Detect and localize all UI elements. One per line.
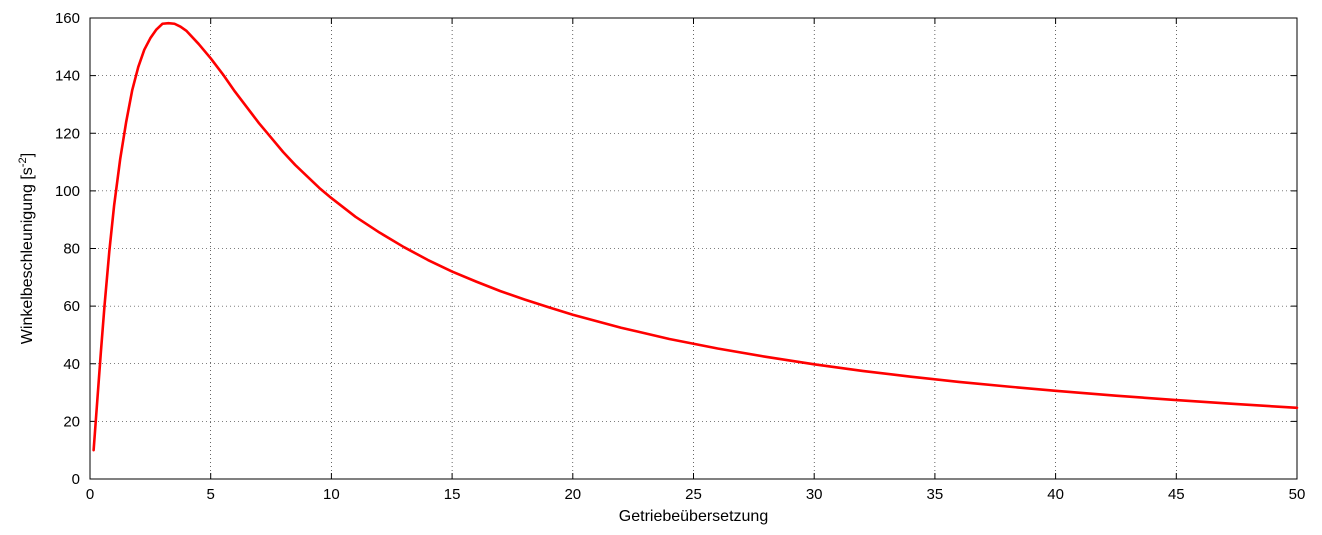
y-tick-label: 80 [63, 241, 80, 258]
x-axis-label: Getriebeübersetzung [619, 508, 768, 525]
chart-container: 0 5 10 15 20 25 30 35 40 45 50 0 20 40 60 80 100 120 140 16… [0, 0, 1322, 535]
x-tick-label: 0 [86, 486, 94, 503]
y-tick-label: 40 [63, 356, 80, 373]
x-tick-label: 35 [927, 486, 944, 503]
x-tick-label: 5 [207, 486, 215, 503]
y-tick-label: 60 [63, 298, 80, 315]
x-tick-label: 15 [444, 486, 461, 503]
y-tick-label: 160 [55, 10, 80, 27]
y-tick-label: 20 [63, 413, 80, 430]
y-tick-label: 140 [55, 68, 80, 85]
line-chart: 0 5 10 15 20 25 30 35 40 45 50 0 20 40 60 80 100 120 140 16… [0, 0, 1322, 535]
chart-background [0, 0, 1322, 535]
x-tick-label: 25 [685, 486, 702, 503]
x-tick-label: 45 [1168, 486, 1185, 503]
y-axis-label: Winkelbeschleunigung [s-2] [17, 153, 36, 344]
x-tick-label: 40 [1047, 486, 1064, 503]
x-tick-label: 50 [1289, 486, 1306, 503]
x-tick-label: 20 [564, 486, 581, 503]
x-tick-label: 10 [323, 486, 340, 503]
y-tick-label: 0 [72, 471, 80, 488]
y-tick-label: 100 [55, 183, 80, 200]
y-tick-label: 120 [55, 125, 80, 142]
x-tick-label: 30 [806, 486, 823, 503]
